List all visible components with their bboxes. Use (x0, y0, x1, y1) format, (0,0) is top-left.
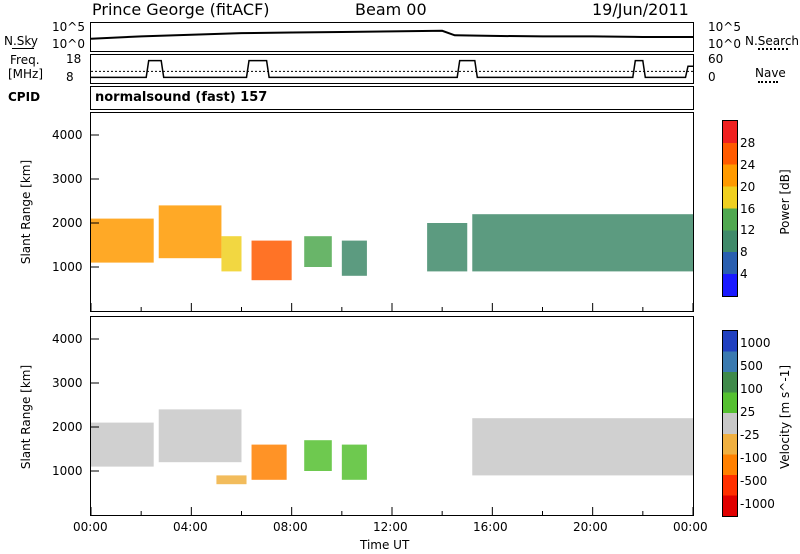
date-title: 19/Jun/2011 (592, 0, 689, 19)
echo-region (158, 205, 222, 259)
power-colorbar (722, 120, 738, 297)
freq-series-line (91, 59, 693, 79)
echo-region (216, 475, 247, 485)
noise-left-tick-bottom: 10^0 (52, 37, 85, 51)
noise-right-tick-top: 10^5 (708, 20, 741, 34)
noise-left-tick-top: 10^5 (52, 20, 85, 34)
velocity-ylabel: Slant Range [km] (19, 364, 33, 470)
x-tick-label: 04:00 (173, 520, 208, 534)
echo-region (304, 440, 332, 471)
nave-legend-line (758, 81, 778, 83)
x-tick-label: 00:00 (73, 520, 108, 534)
echo-region (304, 236, 332, 267)
x-tick-label: 08:00 (273, 520, 308, 534)
station-title: Prince George (fitACF) (92, 0, 270, 19)
nsky-series-line (91, 29, 693, 40)
colorbar-tick-label: 25 (740, 404, 756, 419)
freq-left-tick-bottom: 8 (66, 70, 74, 84)
y-tick-label: 2000 (52, 216, 83, 230)
colorbar-tick-label: -500 (740, 474, 768, 489)
echo-region (427, 223, 468, 272)
echo-region (221, 236, 242, 272)
freq-right-tick-bottom: 0 (708, 70, 716, 84)
x-axis-label: Time UT (360, 538, 410, 552)
noise-right-tick-bottom: 10^0 (708, 37, 741, 51)
freq-right-tick-top: 60 (708, 52, 724, 66)
noise-panel (90, 22, 694, 52)
echo-region (341, 240, 367, 276)
colorbar-tick-label: 500 (740, 358, 763, 373)
colorbar-tick-label: 1000 (740, 335, 771, 350)
power-colorbar-label: Power [dB] (778, 169, 792, 235)
nave-label: Nave (755, 66, 786, 80)
colorbar-tick-label: -100 (740, 451, 768, 466)
freq-left-tick-top: 18 (66, 52, 82, 66)
nsearch-label: N.Search (745, 34, 800, 48)
beam-title: Beam 00 (355, 0, 427, 19)
y-tick-label: 2000 (52, 420, 83, 434)
y-tick-label: 3000 (52, 376, 83, 390)
echo-region (251, 444, 287, 480)
freq-panel (90, 54, 694, 84)
colorbar-tick-label: 28 (740, 135, 756, 150)
colorbar-tick-label: 8 (740, 245, 748, 260)
echo-region (472, 418, 693, 476)
x-tick-label: 12:00 (373, 520, 408, 534)
cpid-text: normalsound (fast) 157 (95, 90, 268, 105)
power-panel (90, 112, 694, 312)
freq-plot (91, 59, 693, 79)
colorbar-tick-label: 12 (740, 223, 756, 238)
x-tick-label: 20:00 (573, 520, 608, 534)
velocity-colorbar-label-text: Velocity [m s^-1] (778, 364, 792, 470)
colorbar-tick-label: -25 (740, 428, 760, 443)
cpid-label: CPID (8, 90, 41, 104)
echo-region (158, 409, 242, 463)
freq-label-line1: Freq. (10, 53, 40, 67)
colorbar-tick-label: 20 (740, 179, 756, 194)
nsearch-legend-line (758, 48, 788, 50)
velocity-panel (90, 316, 694, 516)
echo-region (251, 240, 292, 281)
freq-label-line2: [MHz] (8, 67, 44, 81)
echo-region (341, 444, 367, 480)
power-ylabel: Slant Range [km] (19, 159, 33, 265)
x-tick-label: 16:00 (473, 520, 508, 534)
colorbar-tick-label: 24 (740, 157, 756, 172)
power-heatmap (91, 134, 693, 311)
colorbar-tick-label: 16 (740, 201, 756, 216)
nsky-legend-line (12, 48, 34, 49)
x-tick-label: 00:00 (673, 520, 708, 534)
echo-region (472, 214, 693, 272)
velocity-heatmap (91, 338, 693, 515)
velocity-colorbar (722, 330, 738, 517)
y-tick-label: 1000 (52, 464, 83, 478)
noise-plot (91, 29, 693, 40)
cpid-panel: normalsound (fast) 157 (90, 86, 694, 110)
y-tick-label: 4000 (52, 128, 83, 142)
colorbar-tick-label: -1000 (740, 497, 775, 512)
colorbar-tick-label: 4 (740, 267, 748, 282)
y-tick-label: 3000 (52, 172, 83, 186)
velocity-colorbar-label: Velocity [m s^-1] (778, 362, 792, 472)
y-tick-label: 4000 (52, 332, 83, 346)
colorbar-tick-label: 100 (740, 381, 763, 396)
echo-region (91, 422, 154, 467)
echo-region (91, 218, 154, 263)
nsky-label: N.Sky (4, 34, 39, 48)
y-tick-label: 1000 (52, 260, 83, 274)
